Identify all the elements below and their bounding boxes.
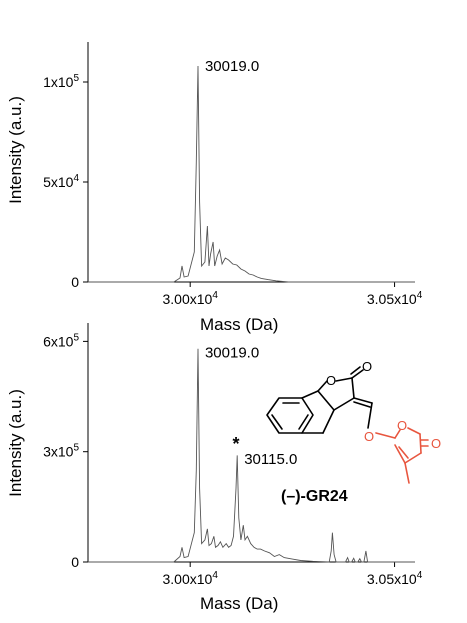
ring-oxygen-label: O — [326, 373, 336, 388]
y-tick-label: 0 — [71, 554, 79, 570]
peak-label: 30115.0 — [244, 451, 297, 468]
x-tick-labels: 3.00x104 3.05x104 — [162, 282, 423, 307]
x-tick-labels: 3.00x104 3.05x104 — [162, 562, 423, 587]
spectrum-line — [88, 65, 415, 283]
y-tick-label: 3x105 — [43, 443, 79, 460]
x-tick-label: 3.05x104 — [367, 570, 423, 587]
butenolide-carbonyl-oxygen-label: O — [431, 436, 441, 451]
x-tick-label: 3.00x104 — [162, 290, 218, 307]
lactone-ring: O O — [317, 359, 373, 429]
y-tick-label: 0 — [71, 274, 79, 290]
peak-asterisk: * — [232, 434, 239, 454]
peak-annotations: 30019.0 — [205, 58, 259, 75]
spectrum-line — [88, 348, 415, 563]
peak-annotations: 30019.0 30115.0 * — [205, 344, 297, 468]
y-tick-label: 1x105 — [43, 73, 79, 90]
y-tick-labels: 0 5x104 1x105 — [43, 73, 88, 290]
x-tick-label: 3.05x104 — [367, 290, 423, 307]
x-tick-label: 3.00x104 — [162, 570, 218, 587]
bottom-spectrum-panel: 3.00x104 3.05x104 0 3x105 6x105 30019.0 3011… — [6, 323, 423, 613]
y-tick-label: 5x104 — [43, 173, 79, 190]
x-axis-title: Mass (Da) — [200, 594, 278, 613]
compound-label: (–)-GR24 — [281, 488, 348, 505]
y-tick-labels: 0 3x105 6x105 — [43, 332, 88, 570]
peak-label: 30019.0 — [205, 344, 259, 361]
benzene-ring — [266, 397, 314, 434]
y-axis-title: Intensity (a.u.) — [6, 96, 25, 204]
ether-oxygen-label: O — [364, 429, 374, 444]
top-spectrum-panel: 3.00x104 3.05x104 0 5x104 1x105 30019.0 Mas… — [6, 42, 423, 334]
butenolide-ring: O O O — [364, 418, 441, 484]
butenolide-oxygen-label: O — [397, 418, 407, 433]
carbonyl-oxygen-label: O — [362, 359, 372, 374]
y-tick-label: 6x105 — [43, 332, 79, 349]
x-axis-title: Mass (Da) — [200, 315, 278, 334]
y-axis-title: Intensity (a.u.) — [6, 389, 25, 497]
gr24-structure: O O O O O (–)-GR24 — [266, 359, 441, 505]
cyclopentane-ring — [301, 390, 335, 434]
peak-label: 30019.0 — [205, 58, 259, 75]
